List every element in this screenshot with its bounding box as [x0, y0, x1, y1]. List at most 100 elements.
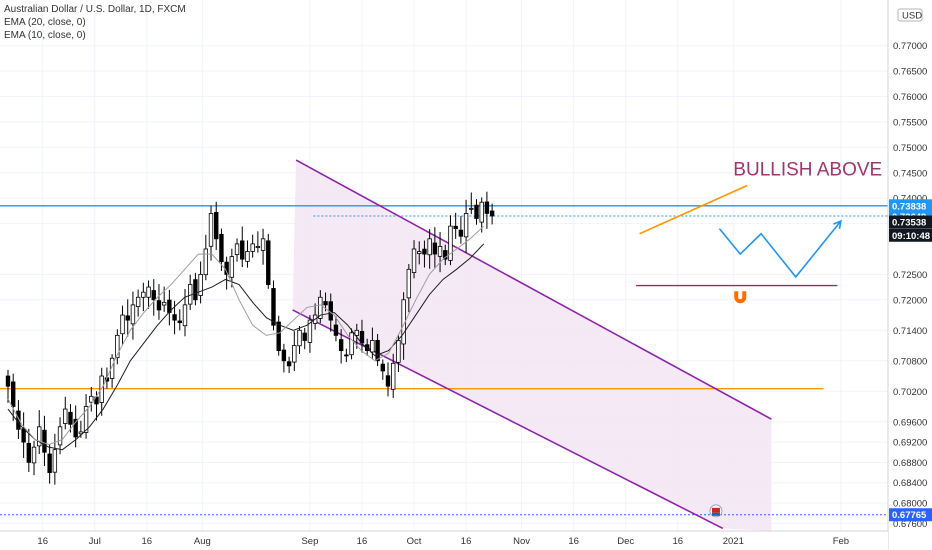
candle	[141, 282, 146, 312]
candle-body	[146, 286, 151, 298]
currency-box	[897, 8, 923, 22]
candle	[437, 232, 443, 273]
x-tick-label: Dec	[617, 536, 634, 547]
channel-upper-line	[295, 159, 772, 420]
candle	[21, 412, 26, 458]
chart-legend: Australian Dollar / U.S. Dollar, 1D, FXC…	[4, 3, 186, 42]
x-tick-label: 16	[672, 536, 683, 547]
candle	[47, 444, 52, 484]
candle	[219, 228, 224, 271]
price-badge-label: 0.67765	[892, 510, 927, 521]
ema-20-line	[7, 243, 485, 451]
candle	[68, 404, 73, 433]
candle	[37, 410, 42, 455]
candle	[385, 362, 391, 397]
candle	[135, 289, 141, 317]
candle-body	[484, 201, 490, 214]
candle	[302, 327, 307, 350]
event-flag-icon	[711, 507, 720, 513]
candles	[5, 191, 495, 485]
price-axis	[888, 0, 932, 550]
candle-body	[427, 238, 432, 256]
y-tick-label: 0.70800	[893, 356, 927, 367]
candle	[182, 288, 188, 337]
candle	[198, 261, 203, 304]
candle-body	[214, 212, 219, 240]
candle	[193, 272, 198, 306]
candle	[31, 440, 37, 476]
time-axis	[0, 531, 888, 550]
y-tick-label: 0.67600	[893, 519, 927, 530]
candle-body	[437, 246, 443, 257]
x-tick-label: Oct	[407, 536, 422, 547]
y-tick-label: 0.68800	[893, 458, 927, 469]
candle-body	[57, 426, 63, 446]
candle-body	[151, 290, 156, 301]
candle-body	[177, 320, 182, 324]
y-tick-label: 0.69600	[893, 417, 927, 428]
candle	[344, 348, 349, 363]
candle	[120, 305, 125, 346]
candle	[380, 359, 385, 380]
candle-body	[198, 273, 203, 296]
candle	[5, 369, 11, 403]
candle	[203, 234, 209, 281]
candle-body	[271, 288, 276, 326]
x-tick-label: Feb	[833, 536, 849, 547]
candle	[297, 326, 302, 355]
candle	[396, 335, 401, 373]
candle	[286, 356, 292, 373]
candle	[26, 428, 32, 472]
x-tick-label: 16	[357, 536, 368, 547]
ema-10-line	[7, 225, 485, 446]
candle	[333, 316, 339, 342]
candle-body	[260, 238, 266, 251]
candle-body	[266, 240, 271, 285]
candle	[156, 284, 162, 320]
candle-body	[52, 449, 58, 473]
legend-ema-10: EMA (10, close, 0)	[4, 30, 86, 41]
candle-body	[11, 381, 16, 407]
candle	[229, 248, 235, 288]
price-badge-bg	[889, 228, 932, 242]
candle-body	[385, 375, 391, 387]
candle	[281, 343, 287, 373]
candle-body	[344, 354, 349, 357]
candle-body	[219, 234, 224, 263]
candle	[448, 215, 453, 266]
candle	[307, 315, 313, 353]
price-badge-bg	[889, 508, 932, 522]
candle	[391, 353, 396, 398]
price-badge-label: 09:10:48	[892, 231, 930, 242]
candle	[474, 199, 479, 225]
candle-body	[245, 251, 250, 262]
candle-body	[37, 426, 42, 447]
candle	[489, 203, 495, 225]
candle-body	[47, 453, 52, 473]
candle	[115, 329, 120, 365]
candle	[411, 240, 417, 279]
candle-body	[354, 329, 359, 336]
candle	[432, 227, 438, 268]
candle-body	[359, 331, 365, 344]
candle-body	[463, 213, 469, 238]
candle-body	[31, 446, 37, 464]
candle-body	[203, 248, 209, 276]
price-badge-label: 0.73538	[892, 218, 926, 229]
candle	[427, 229, 432, 269]
candle-body	[141, 291, 146, 298]
candle	[364, 338, 370, 356]
candle-body	[281, 349, 287, 362]
candle-body	[89, 395, 94, 403]
wedge-line	[639, 184, 748, 235]
candle	[245, 240, 250, 268]
price-badge: 0.73538	[889, 215, 932, 229]
price-badge-label: 0.73838	[892, 201, 926, 212]
x-tick-label: 16	[568, 536, 579, 547]
candle-body	[125, 315, 130, 321]
candle-body	[229, 256, 235, 278]
candle	[73, 405, 78, 448]
candle-body	[286, 361, 292, 367]
